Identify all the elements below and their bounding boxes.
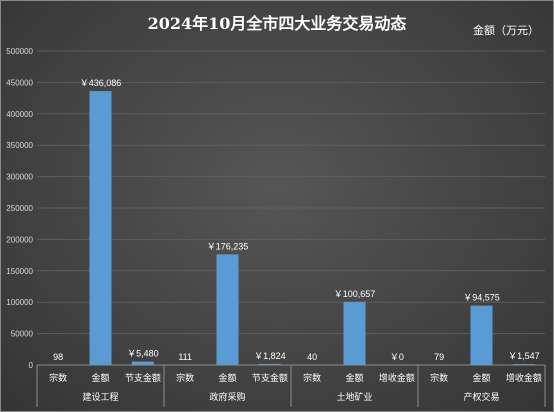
data-label: ￥436,086 (80, 78, 122, 88)
y-tick-label: 450000 (6, 78, 33, 87)
bar (216, 254, 239, 365)
y-tick-label: 150000 (6, 267, 33, 276)
y-tick-label: 400000 (6, 110, 33, 119)
unit-label: 金额（万元） (473, 23, 539, 37)
x-category-label: 节支金额 (252, 372, 288, 384)
x-category-label: 增收金额 (506, 372, 542, 384)
gridlines (37, 50, 545, 335)
x-group-label: 土地矿业 (336, 391, 372, 403)
bar (89, 91, 112, 365)
y-tick-label: 250000 (6, 204, 33, 213)
y-tick-label: 100000 (6, 298, 33, 307)
bar (470, 305, 493, 365)
y-tick-label: 50000 (11, 330, 34, 339)
x-category-label: 金额 (345, 372, 363, 384)
data-label: 79 (434, 352, 444, 362)
y-tick-label: 300000 (6, 173, 33, 182)
x-category-label: 宗数 (430, 372, 448, 384)
y-tick-label: 200000 (6, 235, 33, 244)
x-group-label: 建设工程 (82, 391, 118, 403)
y-axis-ticks: 0 50000 100000 150000 200000 250000 300000 3500… (6, 47, 33, 370)
x-category-label: 节支金额 (125, 372, 161, 384)
bars (47, 91, 535, 365)
x-category-label: 宗数 (176, 372, 194, 384)
data-label: ￥0 (390, 352, 404, 362)
data-label: ￥94,575 (463, 293, 500, 303)
bar (258, 363, 281, 365)
data-label: ￥1,824 (254, 351, 286, 361)
x-group-label: 产权交易 (463, 391, 499, 403)
x-category-label: 金额 (91, 372, 109, 384)
y-tick-label: 350000 (6, 141, 33, 150)
x-category-label: 金额 (472, 372, 490, 384)
data-label: ￥100,657 (334, 289, 376, 299)
x-category-label: 金额 (218, 372, 236, 384)
x-category-label: 增收金额 (379, 372, 415, 384)
data-label: ￥5,480 (127, 349, 159, 359)
chart-title: 2024年10月全市四大业务交易动态 (148, 14, 407, 33)
x-category-label: 宗数 (303, 372, 321, 384)
y-tick-label: 0 (29, 361, 34, 370)
y-tick-label: 500000 (6, 47, 33, 56)
data-label: ￥176,235 (207, 241, 249, 251)
x-category-label: 宗数 (49, 372, 67, 384)
x-group-label: 政府采购 (209, 391, 245, 403)
data-labels: 98 ￥436,086 ￥5,480 111 ￥176,235 ￥1,824 40 ￥100,… (53, 78, 539, 362)
data-label: 40 (307, 352, 317, 362)
data-label: ￥1,547 (508, 351, 540, 361)
bar (343, 301, 366, 365)
data-label: 111 (178, 352, 192, 362)
bar (131, 361, 154, 365)
data-label: 98 (53, 352, 63, 362)
